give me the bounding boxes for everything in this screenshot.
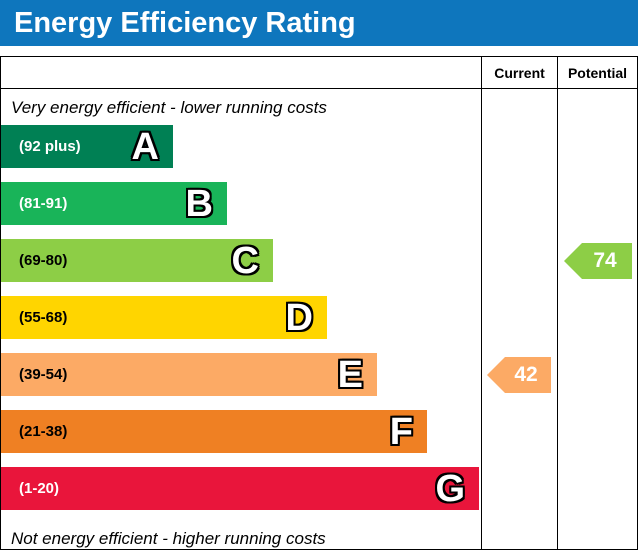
current-rating-value: 42	[514, 363, 538, 386]
top-caption: Very energy efficient - lower running co…	[11, 98, 327, 117]
band-letter: C	[231, 239, 259, 282]
band-range-label: (1-20)	[19, 480, 60, 497]
potential-column: Potential 74	[557, 57, 637, 549]
bands-body: Very energy efficient - lower running co…	[1, 89, 481, 549]
band-c: (69-80) C	[1, 239, 273, 282]
band-range-label: (69-80)	[19, 252, 68, 269]
potential-column-body: 74	[558, 89, 637, 549]
band-range-label: (21-38)	[19, 423, 68, 440]
band-b: (81-91) B	[1, 182, 227, 225]
current-column-header: Current	[482, 57, 557, 89]
band-range-label: (81-91)	[19, 195, 68, 212]
bands-column: Very energy efficient - lower running co…	[1, 57, 481, 549]
band-letter: A	[131, 125, 159, 168]
bottom-caption: Not energy efficient - higher running co…	[11, 529, 326, 548]
potential-column-header: Potential	[558, 57, 637, 89]
band-letter: B	[185, 182, 213, 225]
band-f: (21-38) F	[1, 410, 427, 453]
title-bar: Energy Efficiency Rating	[0, 0, 638, 46]
potential-rating-arrow: 74	[564, 243, 632, 279]
band-e: (39-54) E	[1, 353, 377, 396]
band-letter: F	[389, 410, 413, 453]
current-column: Current 42	[481, 57, 557, 549]
band-g: (1-20) G	[1, 467, 479, 510]
band-letter: G	[435, 467, 465, 510]
band-d: (55-68) D	[1, 296, 327, 339]
band-range-label: (92 plus)	[19, 138, 81, 155]
band-letter: E	[337, 353, 363, 396]
rating-table: Very energy efficient - lower running co…	[0, 56, 638, 550]
current-column-body: 42	[482, 89, 557, 549]
potential-rating-value: 74	[593, 249, 617, 272]
band-range-label: (55-68)	[19, 309, 68, 326]
band-letter: D	[285, 296, 313, 339]
bands-column-header	[1, 57, 481, 89]
current-rating-arrow: 42	[487, 357, 551, 393]
band-a: (92 plus) A	[1, 125, 173, 168]
page-title: Energy Efficiency Rating	[14, 6, 356, 39]
band-range-label: (39-54)	[19, 366, 68, 383]
